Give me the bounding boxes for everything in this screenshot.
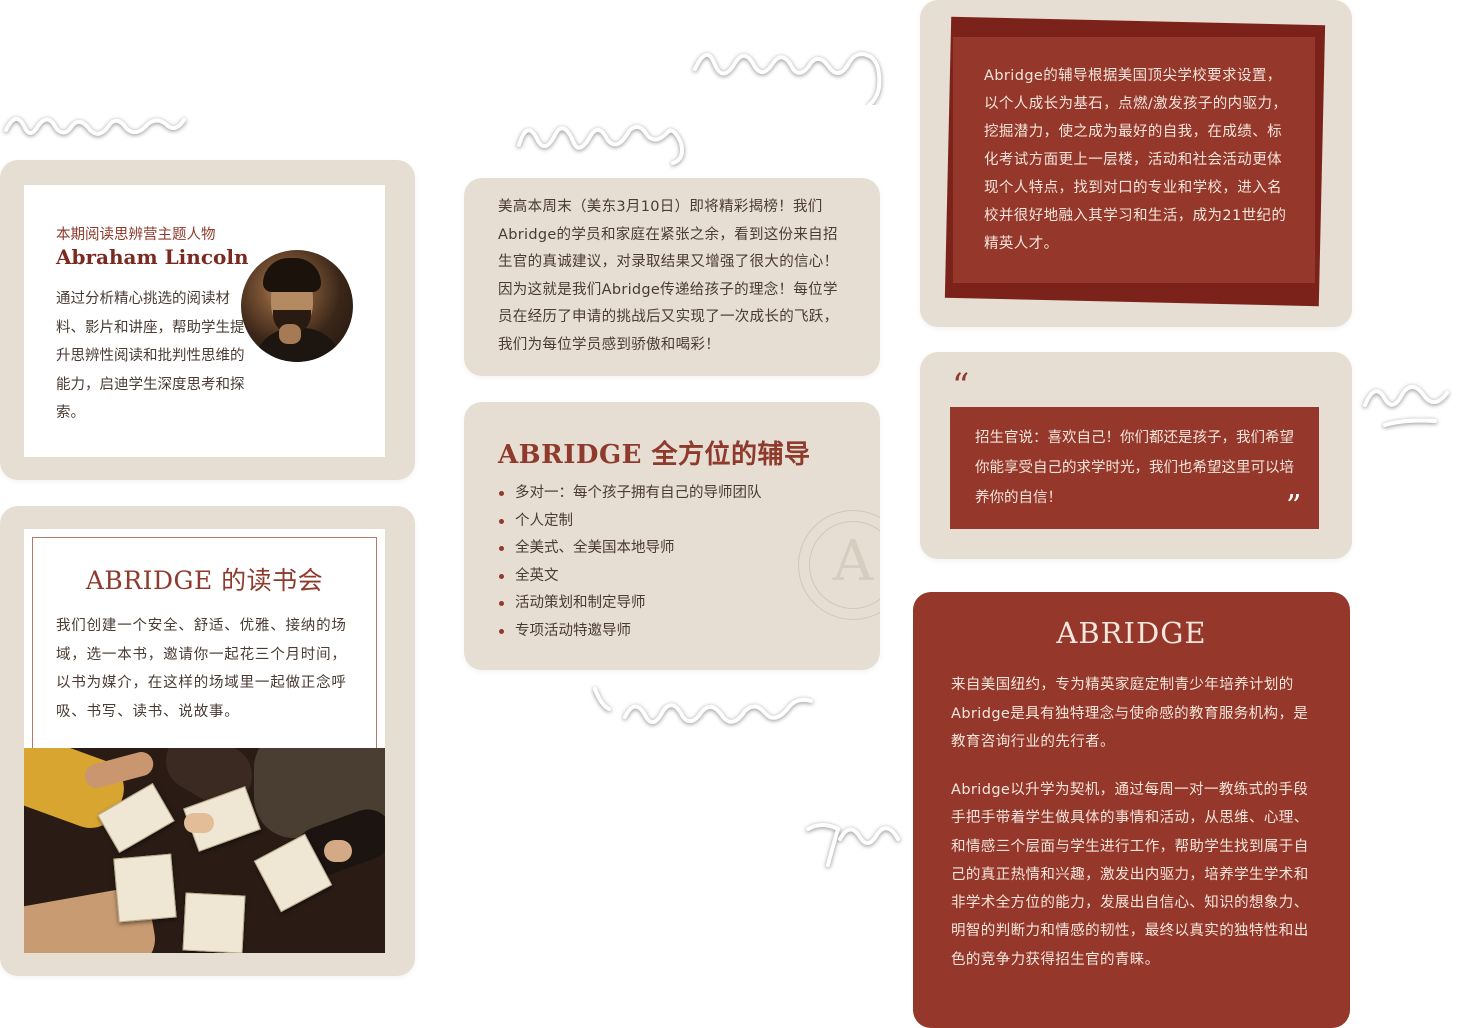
- lincoln-feature-panel: 本期阅读思辨营主题人物 Abraham Lincoln 通过分析精心挑选的阅读材…: [24, 185, 385, 457]
- about-paragraph-1: 来自美国纽约，专为精英家庭定制青少年培养计划的Abridge是具有独特理念与使命…: [951, 677, 1309, 750]
- decorative-frame: [32, 537, 377, 768]
- list-item: 活动策划和制定导师: [498, 590, 762, 618]
- list-item: 全美式、全美国本地导师: [498, 535, 762, 563]
- handwriting-scribble-top: [693, 52, 882, 105]
- feature-kicker: 本期阅读思辨营主题人物: [56, 227, 216, 243]
- open-quote-icon: “: [952, 366, 970, 406]
- close-quote-icon: ”: [1286, 489, 1302, 524]
- feature-description: 通过分析精心挑选的阅读材料、影片和讲座，帮助学生提升思辨性阅读和批判性思维的能力…: [56, 291, 245, 421]
- reading-club-description: 我们创建一个安全、舒适、优雅、接纳的场域，选一本书，邀请你一起花三个月时间，以书…: [56, 618, 347, 720]
- tutoring-title: ABRIDGE 全方位的辅导: [498, 440, 811, 470]
- handwriting-scribble-left: [4, 117, 186, 136]
- handwriting-scribble-right: [1363, 385, 1449, 427]
- about-card: ABRIDGE 来自美国纽约，专为精英家庭定制青少年培养计划的Abridge是具…: [913, 592, 1350, 1028]
- lincoln-feature-card: 本期阅读思辨营主题人物 Abraham Lincoln 通过分析精心挑选的阅读材…: [0, 160, 415, 480]
- reading-club-panel: ABRIDGE 的读书会 我们创建一个安全、舒适、优雅、接纳的场域，选一本书，邀…: [24, 529, 385, 953]
- feature-person-name: Abraham Lincoln: [56, 245, 249, 269]
- philosophy-front-panel: [953, 37, 1315, 283]
- handwriting-scribble-lower-left: [806, 823, 900, 867]
- announcement-card: 美高本周末（美东3月10日）即将精彩揭榜！我们Abridge的学员和家庭在紧张之…: [464, 178, 880, 376]
- quote-text: 招生官说：喜欢自己！你们都还是孩子，我们希望你能享受自己的求学时光，我们也希望这…: [975, 430, 1294, 506]
- reading-club-title: ABRIDGE 的读书会: [85, 566, 324, 595]
- list-item: 个人定制: [498, 508, 762, 536]
- list-item: 全英文: [498, 563, 762, 591]
- tutoring-list: 多对一：每个孩子拥有自己的导师团队 个人定制 全美式、全美国本地导师 全英文 活…: [498, 480, 762, 645]
- tutoring-card: A ABRIDGE 全方位的辅导 多对一：每个孩子拥有自己的导师团队 个人定制 …: [464, 402, 880, 670]
- reading-group-photo: [24, 748, 385, 953]
- quote-box: [950, 407, 1319, 529]
- philosophy-card: Abridge的辅导根据美国顶尖学校要求设置，以个人成长为基石，点燃/激发孩子的…: [920, 0, 1352, 327]
- lincoln-portrait: [241, 250, 353, 362]
- list-item: 专项活动特邀导师: [498, 618, 762, 646]
- handwriting-scribble-bottom: [593, 687, 813, 724]
- abridge-logo: ABRIDGE: [1056, 616, 1207, 650]
- announcement-text: 美高本周末（美东3月10日）即将精彩揭榜！我们Abridge的学员和家庭在紧张之…: [498, 199, 839, 353]
- about-paragraph-2: Abridge以升学为契机，通过每周一对一教练式的手段手把手带着学生做具体的事情…: [951, 782, 1309, 968]
- list-item: 多对一：每个孩子拥有自己的导师团队: [498, 480, 762, 508]
- quote-card: “ 招生官说：喜欢自己！你们都还是孩子，我们希望你能享受自己的求学时光，我们也希…: [920, 352, 1352, 559]
- abridge-seal-watermark: A: [798, 510, 880, 620]
- reading-club-card: ABRIDGE 的读书会 我们创建一个安全、舒适、优雅、接纳的场域，选一本书，邀…: [0, 506, 415, 976]
- handwriting-scribble-center: [517, 124, 684, 165]
- philosophy-text: Abridge的辅导根据美国顶尖学校要求设置，以个人成长为基石，点燃/激发孩子的…: [984, 68, 1288, 252]
